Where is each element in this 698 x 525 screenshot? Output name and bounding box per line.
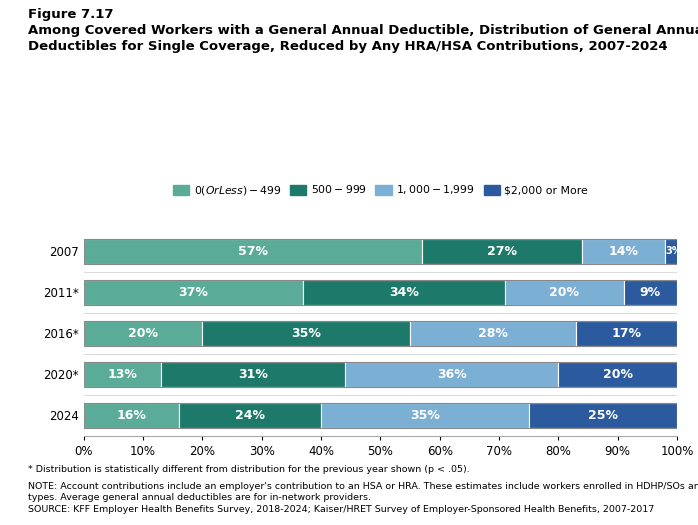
Bar <box>576 321 677 346</box>
Text: 31%: 31% <box>238 368 268 381</box>
Bar <box>321 403 529 428</box>
Bar <box>202 321 410 346</box>
Text: 17%: 17% <box>611 327 641 340</box>
Text: 35%: 35% <box>410 409 440 422</box>
Bar <box>558 362 677 387</box>
Bar <box>665 239 683 264</box>
Text: 34%: 34% <box>389 286 419 299</box>
Bar <box>345 362 558 387</box>
Text: 25%: 25% <box>588 409 618 422</box>
Bar <box>422 239 582 264</box>
Text: Among Covered Workers with a General Annual Deductible, Distribution of General : Among Covered Workers with a General Ann… <box>28 24 698 53</box>
Text: 20%: 20% <box>549 286 579 299</box>
Bar <box>84 280 303 305</box>
Bar <box>303 280 505 305</box>
Text: SOURCE: KFF Employer Health Benefits Survey, 2018-2024; Kaiser/HRET Survey of Em: SOURCE: KFF Employer Health Benefits Sur… <box>28 505 654 514</box>
Text: 20%: 20% <box>603 368 632 381</box>
Text: NOTE: Account contributions include an employer's contribution to an HSA or HRA.: NOTE: Account contributions include an e… <box>28 482 698 502</box>
Bar <box>582 239 665 264</box>
Text: 14%: 14% <box>609 245 639 258</box>
Text: 36%: 36% <box>437 368 466 381</box>
Text: Figure 7.17: Figure 7.17 <box>28 8 113 21</box>
Bar <box>161 362 345 387</box>
Bar <box>505 280 624 305</box>
Text: * Distribution is statistically different from distribution for the previous yea: * Distribution is statistically differen… <box>28 465 470 474</box>
Bar <box>179 403 321 428</box>
Text: 35%: 35% <box>291 327 321 340</box>
Bar <box>84 321 202 346</box>
Text: 16%: 16% <box>117 409 146 422</box>
Text: 57%: 57% <box>238 245 268 258</box>
Bar <box>528 403 677 428</box>
Legend: $0 (Or Less) - $499, $500 - $999, $1,000 - $1,999, $2,000 or More: $0 (Or Less) - $499, $500 - $999, $1,000… <box>169 179 592 201</box>
Bar <box>624 280 677 305</box>
Bar <box>84 403 179 428</box>
Text: 13%: 13% <box>107 368 138 381</box>
Text: 3%: 3% <box>666 246 683 257</box>
Bar <box>84 239 422 264</box>
Text: 27%: 27% <box>487 245 517 258</box>
Text: 20%: 20% <box>128 327 158 340</box>
Bar <box>84 362 161 387</box>
Text: 9%: 9% <box>640 286 661 299</box>
Text: 24%: 24% <box>235 409 265 422</box>
Bar <box>410 321 576 346</box>
Text: 37%: 37% <box>179 286 209 299</box>
Text: 28%: 28% <box>478 327 508 340</box>
